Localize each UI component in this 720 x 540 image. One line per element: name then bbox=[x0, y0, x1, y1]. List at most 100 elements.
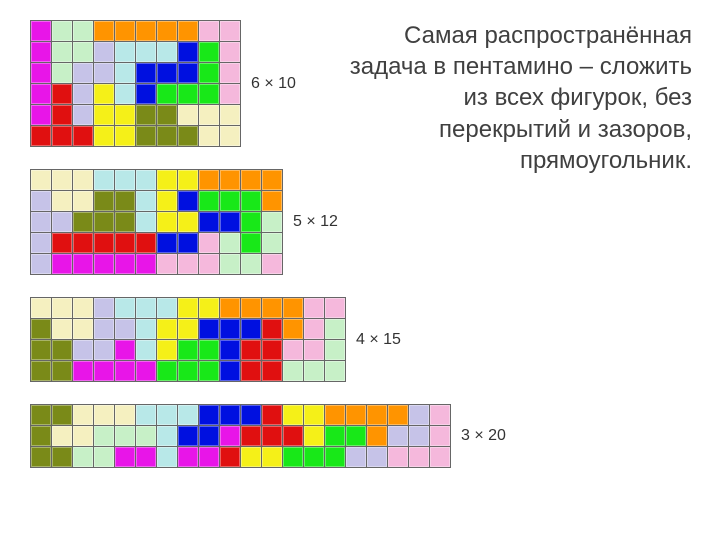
cell bbox=[367, 405, 387, 425]
cell bbox=[136, 63, 156, 83]
cell bbox=[136, 191, 156, 211]
cell bbox=[94, 340, 114, 360]
cell bbox=[94, 298, 114, 318]
cell bbox=[220, 298, 240, 318]
cell bbox=[31, 233, 51, 253]
cell bbox=[199, 233, 219, 253]
cell bbox=[178, 254, 198, 274]
grid-block-5×12: 5 × 12 bbox=[30, 169, 690, 275]
cell bbox=[73, 233, 93, 253]
cell bbox=[241, 298, 261, 318]
cell bbox=[304, 405, 324, 425]
cell bbox=[31, 105, 51, 125]
cell bbox=[94, 42, 114, 62]
cell bbox=[73, 126, 93, 146]
cell bbox=[283, 447, 303, 467]
cell bbox=[73, 105, 93, 125]
cell bbox=[409, 405, 429, 425]
cell bbox=[136, 447, 156, 467]
cell bbox=[262, 319, 282, 339]
grid-block-3×20: 3 × 20 bbox=[30, 404, 690, 468]
cell bbox=[178, 21, 198, 41]
cell bbox=[115, 170, 135, 190]
cell bbox=[52, 170, 72, 190]
cell bbox=[157, 447, 177, 467]
cell bbox=[283, 426, 303, 446]
cell bbox=[304, 298, 324, 318]
cell bbox=[73, 21, 93, 41]
cell bbox=[241, 254, 261, 274]
cell bbox=[136, 212, 156, 232]
cell bbox=[157, 361, 177, 381]
cell bbox=[31, 426, 51, 446]
cell bbox=[52, 233, 72, 253]
cell bbox=[136, 298, 156, 318]
cell bbox=[325, 447, 345, 467]
cell bbox=[304, 447, 324, 467]
cell bbox=[199, 42, 219, 62]
cell bbox=[73, 254, 93, 274]
cell bbox=[178, 105, 198, 125]
cell bbox=[304, 361, 324, 381]
cell bbox=[115, 254, 135, 274]
cell bbox=[346, 405, 366, 425]
cell bbox=[262, 254, 282, 274]
cell bbox=[73, 63, 93, 83]
cell bbox=[262, 191, 282, 211]
cell bbox=[409, 447, 429, 467]
cell bbox=[220, 340, 240, 360]
cell bbox=[199, 298, 219, 318]
cell bbox=[304, 340, 324, 360]
cell bbox=[367, 447, 387, 467]
cell bbox=[325, 405, 345, 425]
cell bbox=[199, 405, 219, 425]
cell bbox=[31, 212, 51, 232]
cell bbox=[283, 361, 303, 381]
cell bbox=[199, 170, 219, 190]
cell bbox=[199, 21, 219, 41]
cell bbox=[199, 84, 219, 104]
cell bbox=[262, 170, 282, 190]
cell bbox=[94, 212, 114, 232]
cell bbox=[262, 361, 282, 381]
grid-label: 6 × 10 bbox=[251, 75, 296, 93]
cell bbox=[73, 84, 93, 104]
cell bbox=[157, 42, 177, 62]
cell bbox=[136, 405, 156, 425]
cell bbox=[136, 170, 156, 190]
cell bbox=[94, 447, 114, 467]
cell bbox=[178, 63, 198, 83]
cell bbox=[52, 298, 72, 318]
cell bbox=[31, 405, 51, 425]
cell bbox=[178, 340, 198, 360]
cell bbox=[178, 447, 198, 467]
cell bbox=[367, 426, 387, 446]
grid-block-4×15: 4 × 15 bbox=[30, 297, 690, 382]
cell bbox=[115, 233, 135, 253]
cell bbox=[94, 233, 114, 253]
cell bbox=[52, 126, 72, 146]
cell bbox=[115, 212, 135, 232]
cell bbox=[73, 426, 93, 446]
cell bbox=[73, 42, 93, 62]
pentomino-grid bbox=[30, 169, 283, 275]
cell bbox=[157, 233, 177, 253]
cell bbox=[31, 254, 51, 274]
cell bbox=[73, 361, 93, 381]
cell bbox=[262, 298, 282, 318]
cell bbox=[94, 126, 114, 146]
cell bbox=[199, 426, 219, 446]
cell bbox=[52, 254, 72, 274]
cell bbox=[283, 340, 303, 360]
cell bbox=[157, 212, 177, 232]
cell bbox=[52, 105, 72, 125]
pentomino-grid bbox=[30, 20, 241, 147]
cell bbox=[157, 405, 177, 425]
cell bbox=[430, 405, 450, 425]
cell bbox=[304, 319, 324, 339]
cell bbox=[115, 426, 135, 446]
cell bbox=[199, 105, 219, 125]
cell bbox=[115, 298, 135, 318]
cell bbox=[388, 447, 408, 467]
cell bbox=[31, 361, 51, 381]
